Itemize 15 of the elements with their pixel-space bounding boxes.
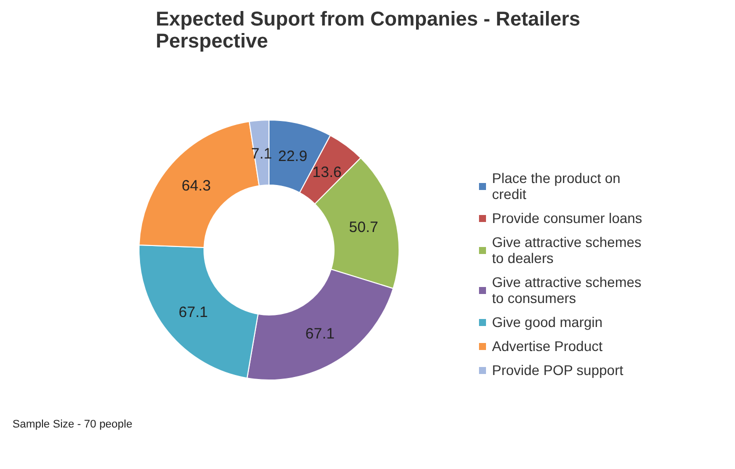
chart-title: Expected Suport from Companies - Retailers Perspective bbox=[156, 8, 580, 52]
data-label: 67.1 bbox=[178, 304, 208, 321]
text: Sample Size - 70 people bbox=[12, 418, 132, 430]
legend-label: Give attractive schemes to dealers bbox=[492, 234, 642, 266]
legend-label: Provide consumer loans bbox=[492, 210, 642, 226]
legend-label: Advertise Product bbox=[492, 338, 602, 354]
legend-label: Give attractive schemes to consumers bbox=[492, 274, 642, 306]
data-label: 67.1 bbox=[305, 326, 335, 343]
legend-label: Provide POP support bbox=[492, 362, 624, 378]
legend-label: Place the product on credit bbox=[492, 170, 620, 202]
data-label: 13.6 bbox=[312, 164, 342, 182]
data-label: 64.3 bbox=[182, 178, 211, 195]
data-label: 50.7 bbox=[349, 218, 378, 236]
data-label: 22.9 bbox=[278, 148, 308, 165]
legend-label: Give good margin bbox=[492, 314, 603, 330]
